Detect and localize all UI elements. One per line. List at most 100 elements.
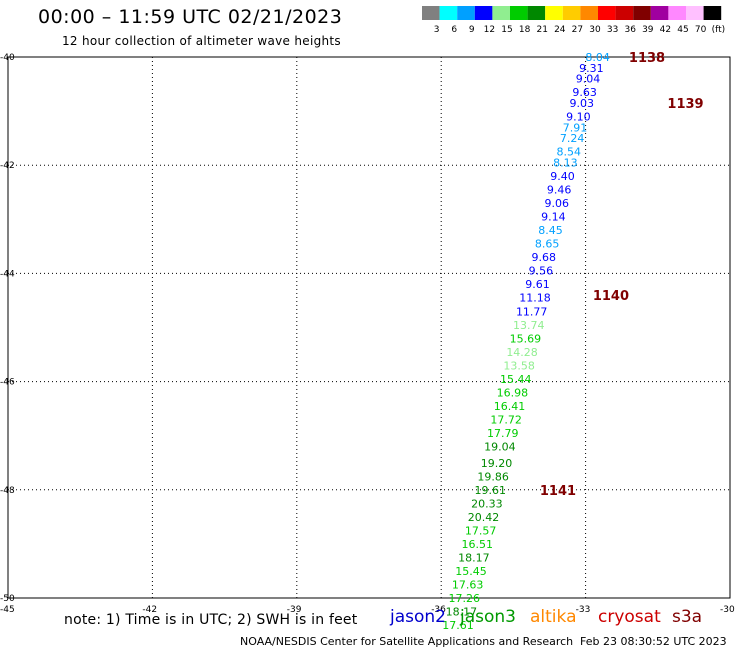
x-tick-label: -39	[287, 605, 302, 615]
swh-point: 7.91	[563, 121, 588, 134]
color-swatch	[492, 6, 510, 20]
color-swatch	[598, 6, 616, 20]
x-tick-label: -45	[0, 605, 15, 615]
y-tick-label: -40	[0, 53, 15, 63]
color-scale-legend: 3 6 9 12 15 18 21 24 27 30 33 36 39 42 45 70 (ft)	[422, 6, 726, 35]
y-tick-label: -48	[0, 486, 15, 496]
swh-point: 16.51	[462, 538, 494, 551]
swh-point: 19.86	[477, 470, 509, 483]
swh-point: 9.31	[579, 62, 604, 75]
color-scale-label: 42	[660, 25, 671, 35]
swh-point: 19.61	[475, 484, 507, 497]
color-scale-label: 39	[642, 25, 654, 35]
color-scale-label: 9	[469, 25, 475, 35]
legend-jason3: jason3	[460, 607, 516, 627]
swh-point: 17.26	[449, 592, 481, 605]
units-note: note: 1) Time is in UTC; 2) SWH is in fe…	[64, 612, 358, 628]
swh-point: 20.42	[468, 511, 500, 524]
y-tick-label: -50	[0, 594, 15, 604]
legend-s3a: s3a	[672, 607, 703, 627]
color-swatch	[545, 6, 563, 20]
page-subtitle: 12 hour collection of altimeter wave hei…	[62, 34, 341, 48]
color-swatch	[510, 6, 528, 20]
swh-point: 17.79	[487, 427, 519, 440]
color-scale-label: 15	[501, 25, 512, 35]
color-swatch	[668, 6, 686, 20]
swh-point: 16.98	[497, 386, 529, 399]
color-swatch	[457, 6, 475, 20]
pass-label: 1138	[629, 51, 665, 66]
legend-altika: altika	[530, 607, 577, 627]
swh-point: 17.72	[490, 413, 522, 426]
color-scale-label: 33	[607, 25, 618, 35]
swh-point: 15.69	[510, 332, 542, 345]
swh-point: 9.61	[525, 278, 550, 291]
pass-label: 1140	[593, 289, 629, 304]
swh-point: 11.77	[516, 305, 548, 318]
color-scale-label: 12	[484, 25, 495, 35]
legend-cryosat: cryosat	[598, 607, 661, 627]
swh-point: 8.54	[557, 146, 582, 159]
swh-point: 9.04	[576, 73, 601, 86]
color-scale-label: 18	[519, 25, 531, 35]
swh-point: 9.14	[541, 211, 566, 224]
swh-point: 8.45	[538, 224, 563, 237]
swh-point: 20.33	[471, 497, 503, 510]
footer-timestamp: Feb 23 08:30:52 UTC 2023	[580, 635, 727, 648]
swh-point: 13.58	[503, 359, 535, 372]
y-tick-label: -44	[0, 269, 15, 279]
swh-point: 17.61	[442, 619, 474, 632]
color-swatch	[562, 6, 581, 20]
swh-point: 9.03	[569, 97, 594, 110]
x-tick-label: -33	[576, 605, 591, 615]
swh-point: 16.41	[494, 400, 526, 413]
swh-point: 11.18	[519, 292, 551, 305]
swh-point: 19.20	[481, 457, 513, 470]
color-scale-label: 36	[624, 25, 636, 35]
swh-point: 9.56	[529, 265, 554, 278]
y-tick-label: -42	[0, 161, 15, 171]
color-scale-label: 24	[554, 25, 566, 35]
swh-point: 14.28	[506, 346, 538, 359]
swh-point: 19.04	[484, 441, 516, 454]
color-swatch	[633, 6, 651, 20]
color-scale-label: 6	[451, 25, 457, 35]
color-scale-label: 45	[677, 25, 688, 35]
color-swatch	[686, 6, 704, 20]
color-scale-label: 27	[572, 25, 583, 35]
color-swatch	[650, 6, 669, 20]
pass-label: 1141	[540, 484, 576, 499]
color-swatch	[422, 6, 440, 20]
x-tick-label: -42	[142, 605, 157, 615]
plot-frame	[7, 56, 731, 599]
swh-point: 15.44	[500, 373, 532, 386]
x-tick-label: -36	[431, 605, 446, 615]
swh-point: 9.68	[531, 251, 556, 264]
swh-point: 9.63	[572, 86, 597, 99]
swh-point: 17.63	[452, 578, 484, 591]
swh-point: 8.65	[535, 238, 560, 251]
color-scale-label: 70	[695, 25, 707, 35]
swh-point: 18.17	[458, 551, 490, 564]
color-scale-label: 3	[434, 25, 440, 35]
legend-jason2: jason2	[390, 607, 446, 627]
swh-point: 9.46	[547, 184, 572, 197]
color-swatch	[439, 6, 458, 20]
swh-point: 15.45	[455, 565, 487, 578]
swh-point: 8.13	[553, 156, 578, 169]
color-swatch	[527, 6, 546, 20]
swh-point: 17.57	[465, 524, 497, 537]
pass-label: 1139	[667, 97, 703, 112]
color-scale-unit: (ft)	[712, 25, 726, 35]
page-title: 00:00 – 11:59 UTC 02/21/2023	[38, 6, 343, 28]
color-swatch	[474, 6, 493, 20]
color-swatch	[615, 6, 634, 20]
swh-point: 7.24	[560, 132, 585, 145]
color-swatch	[580, 6, 598, 20]
swh-point: 8.04	[585, 51, 610, 64]
swh-point: 9.40	[550, 170, 575, 183]
color-swatch	[703, 6, 722, 20]
x-tick-label: -30	[720, 605, 735, 615]
swh-point: 9.06	[544, 197, 569, 210]
